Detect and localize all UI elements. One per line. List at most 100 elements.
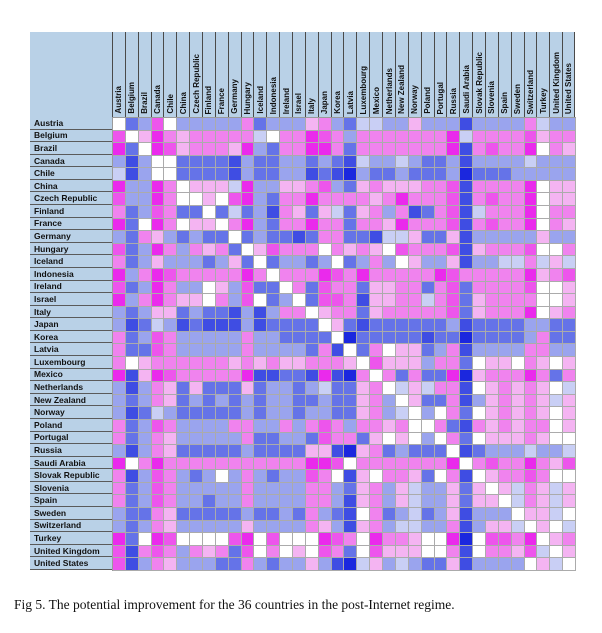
matrix-cell bbox=[344, 344, 358, 358]
matrix-cell bbox=[318, 331, 332, 345]
matrix-cell bbox=[408, 344, 422, 358]
matrix-cell bbox=[344, 407, 358, 420]
matrix-cell bbox=[434, 419, 448, 433]
matrix-cell bbox=[434, 281, 448, 295]
matrix-cell bbox=[241, 294, 255, 307]
matrix-cell bbox=[280, 319, 294, 332]
matrix-cell bbox=[473, 432, 486, 446]
matrix-cell bbox=[177, 256, 191, 269]
matrix-cell bbox=[254, 143, 268, 156]
matrix-cell bbox=[293, 331, 306, 345]
matrix-cell bbox=[344, 331, 358, 345]
matrix-cell bbox=[267, 306, 281, 320]
matrix-cell bbox=[395, 520, 409, 534]
matrix-cell bbox=[511, 344, 525, 358]
matrix-cell bbox=[434, 256, 448, 269]
matrix-cell bbox=[280, 193, 294, 207]
matrix-cell bbox=[113, 394, 126, 408]
matrix-cell bbox=[395, 445, 409, 458]
matrix-cell bbox=[203, 482, 216, 496]
matrix-cell bbox=[524, 558, 538, 571]
matrix-cell bbox=[190, 306, 204, 320]
matrix-cell bbox=[267, 206, 281, 219]
column-header: New Zealand bbox=[394, 32, 408, 117]
matrix-cell bbox=[537, 118, 551, 131]
matrix-cell bbox=[228, 495, 242, 509]
matrix-cell bbox=[254, 256, 268, 269]
matrix-cell bbox=[177, 331, 191, 345]
matrix-cell bbox=[267, 319, 281, 332]
matrix-cell bbox=[537, 432, 551, 446]
matrix-cell bbox=[177, 168, 191, 181]
matrix-cell bbox=[177, 130, 191, 144]
matrix-cell bbox=[524, 520, 538, 534]
row-label: Ireland bbox=[30, 281, 112, 294]
matrix-cell bbox=[460, 256, 474, 269]
matrix-cell bbox=[395, 495, 409, 509]
matrix-cell bbox=[254, 394, 268, 408]
matrix-cell bbox=[447, 457, 461, 471]
matrix-cell bbox=[434, 218, 448, 232]
matrix-cell bbox=[267, 168, 281, 181]
matrix-cell bbox=[305, 143, 319, 156]
matrix-cell bbox=[344, 256, 358, 269]
matrix-cell bbox=[447, 558, 461, 571]
matrix-cell bbox=[280, 256, 294, 269]
matrix-cell bbox=[550, 143, 564, 156]
matrix-cell bbox=[241, 168, 255, 181]
matrix-cell bbox=[537, 545, 551, 559]
matrix-cell bbox=[138, 520, 152, 534]
matrix-cell bbox=[305, 382, 319, 395]
matrix-cell bbox=[383, 193, 396, 207]
matrix-cell bbox=[228, 231, 242, 244]
matrix-cell bbox=[357, 558, 371, 571]
matrix-cell bbox=[408, 118, 422, 131]
matrix-cell bbox=[383, 281, 396, 295]
matrix-cell bbox=[383, 268, 396, 282]
matrix-cell bbox=[408, 432, 422, 446]
matrix-cell bbox=[537, 495, 551, 509]
matrix-cell bbox=[383, 470, 396, 483]
matrix-cell bbox=[228, 168, 242, 181]
matrix-cell bbox=[421, 394, 435, 408]
matrix-cell bbox=[305, 281, 319, 295]
matrix-cell bbox=[280, 357, 294, 370]
matrix-cell bbox=[190, 445, 204, 458]
matrix-cell bbox=[383, 457, 396, 471]
matrix-cell bbox=[395, 508, 409, 521]
matrix-cell bbox=[511, 445, 525, 458]
matrix-cell bbox=[215, 243, 229, 257]
matrix-cell bbox=[254, 508, 268, 521]
matrix-cell bbox=[305, 193, 319, 207]
matrix-cell bbox=[215, 520, 229, 534]
matrix-cell bbox=[370, 382, 384, 395]
matrix-cell bbox=[550, 470, 564, 483]
matrix-cell bbox=[408, 206, 422, 219]
matrix-cell bbox=[344, 143, 358, 156]
matrix-cell bbox=[267, 533, 281, 546]
matrix-cell bbox=[473, 294, 486, 307]
matrix-cell bbox=[125, 482, 139, 496]
matrix-cell bbox=[125, 206, 139, 219]
matrix-cell bbox=[421, 558, 435, 571]
matrix-cell bbox=[473, 243, 486, 257]
matrix-cell bbox=[215, 357, 229, 370]
matrix-cell bbox=[215, 294, 229, 307]
matrix-cell bbox=[215, 319, 229, 332]
matrix-cell bbox=[177, 193, 191, 207]
matrix-cell bbox=[151, 180, 165, 194]
matrix-cell bbox=[370, 495, 384, 509]
matrix-cell bbox=[485, 520, 499, 534]
matrix-cell bbox=[318, 118, 332, 131]
matrix-cell bbox=[408, 281, 422, 295]
matrix-cell bbox=[254, 419, 268, 433]
matrix-cell bbox=[511, 520, 525, 534]
matrix-cell bbox=[331, 495, 345, 509]
matrix-cell bbox=[203, 394, 216, 408]
matrix-cell bbox=[190, 419, 204, 433]
matrix-cell bbox=[357, 495, 371, 509]
matrix-cell bbox=[164, 206, 178, 219]
matrix-cell bbox=[460, 394, 474, 408]
matrix-cell bbox=[254, 218, 268, 232]
matrix-cell bbox=[125, 143, 139, 156]
